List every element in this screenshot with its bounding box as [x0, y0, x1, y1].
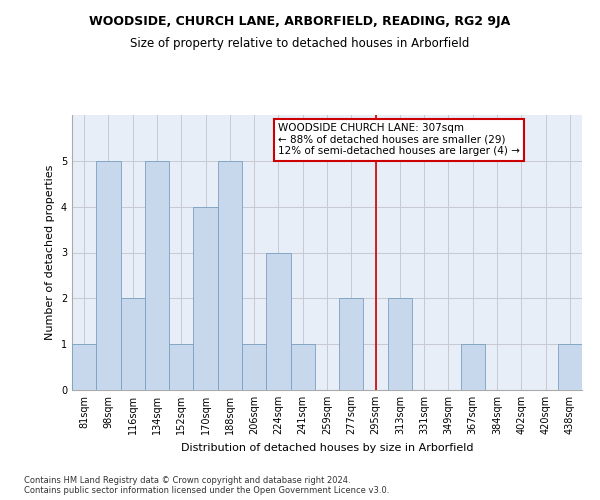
Text: Size of property relative to detached houses in Arborfield: Size of property relative to detached ho… — [130, 38, 470, 51]
Bar — [290, 344, 315, 390]
Bar — [461, 344, 485, 390]
Bar — [339, 298, 364, 390]
Text: Contains HM Land Registry data © Crown copyright and database right 2024.
Contai: Contains HM Land Registry data © Crown c… — [24, 476, 389, 495]
Bar — [169, 344, 193, 390]
Bar — [266, 252, 290, 390]
Bar — [193, 206, 218, 390]
Bar — [242, 344, 266, 390]
Text: WOODSIDE, CHURCH LANE, ARBORFIELD, READING, RG2 9JA: WOODSIDE, CHURCH LANE, ARBORFIELD, READI… — [89, 15, 511, 28]
Bar — [121, 298, 145, 390]
X-axis label: Distribution of detached houses by size in Arborfield: Distribution of detached houses by size … — [181, 442, 473, 452]
Y-axis label: Number of detached properties: Number of detached properties — [46, 165, 55, 340]
Bar — [218, 161, 242, 390]
Bar — [558, 344, 582, 390]
Bar — [145, 161, 169, 390]
Text: WOODSIDE CHURCH LANE: 307sqm
← 88% of detached houses are smaller (29)
12% of se: WOODSIDE CHURCH LANE: 307sqm ← 88% of de… — [278, 123, 520, 156]
Bar — [96, 161, 121, 390]
Bar — [72, 344, 96, 390]
Bar — [388, 298, 412, 390]
